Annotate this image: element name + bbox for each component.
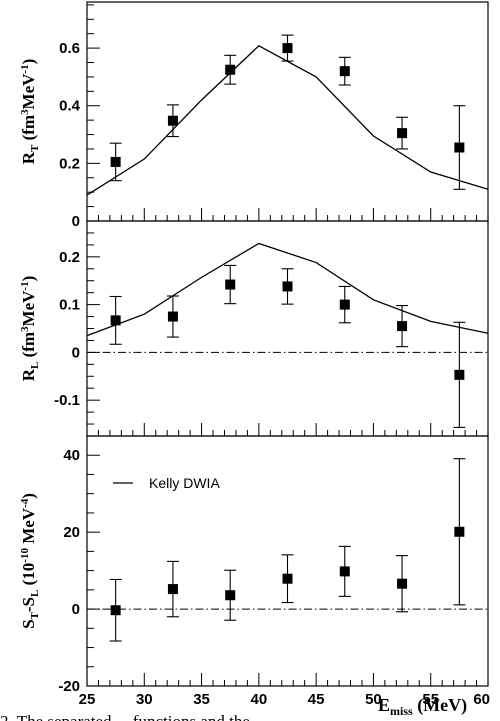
panel-top: 0 0.2 0.4 0.6 RT (fm3MeV-1): [19, 1, 489, 230]
x-tick-label: 45: [308, 691, 325, 708]
legend: Kelly DWIA: [113, 475, 220, 491]
y-axis-title-unit: ): [19, 59, 38, 65]
y-tick-label: 0.2: [59, 155, 80, 172]
data-point: [110, 156, 121, 167]
y-tick-label: -0.1: [54, 392, 80, 409]
data-point: [454, 526, 465, 537]
data-point: [397, 321, 408, 332]
panel-middle: -0.1 0 0.1 0.2 RL (fm3MeV-1): [19, 220, 489, 437]
y-axis-title-main: R: [19, 151, 38, 164]
data-point: [339, 299, 350, 310]
x-tick-label: 60: [473, 691, 490, 708]
y-axis-title-unit: MeV: [19, 290, 38, 327]
y-tick-label: 40: [63, 447, 80, 464]
legend-label: Kelly DWIA: [149, 475, 220, 491]
panel-frame: [86, 435, 489, 687]
data-point: [339, 66, 350, 77]
y-tick-label: 0: [72, 344, 80, 361]
y-axis-title-unit: ): [19, 493, 38, 499]
y-axis-title: RT (fm3MeV-1): [19, 59, 41, 165]
data-point: [454, 369, 465, 380]
y-tick-label: 20: [63, 524, 80, 541]
y-axis-title-unit-sup: -4: [19, 498, 31, 508]
dwia-curve: [86, 242, 489, 337]
data-point: [110, 315, 121, 326]
x-axis-title-sub: miss: [390, 704, 413, 718]
data-point: [167, 584, 178, 595]
y-axis-title-unit: ): [19, 276, 38, 282]
panels: 00.20.40.6RT (fm3MeV-1)-0.100.10.2RL (fm…: [19, 1, 489, 695]
data-point: [454, 142, 465, 153]
x-tick-label: 25: [79, 691, 96, 708]
x-tick-label: 55: [422, 691, 439, 708]
y-axis-title-sub: L: [29, 362, 41, 369]
y-axis-title-unit: (10: [19, 563, 38, 590]
x-tick-label: 35: [193, 691, 210, 708]
x-tick-label: 40: [251, 691, 268, 708]
data-point: [397, 128, 408, 139]
y-axis-title-unit: (fm: [19, 332, 38, 362]
y-tick-label: -20: [58, 678, 80, 695]
data-point: [225, 590, 236, 601]
y-tick-label: 0.6: [59, 40, 80, 57]
y-axis-title: RL (fm3MeV-1): [19, 276, 41, 382]
y-axis-title-unit: MeV: [19, 507, 38, 548]
y-axis-title-main: S: [19, 619, 38, 628]
x-tick-label: 30: [136, 691, 153, 708]
caption-fragment: 2. The separated ... functions and the: [0, 712, 250, 721]
y-axis-title-sub: T: [29, 611, 41, 619]
x-tick-labels: 25 30 35 40 45 50 55 60: [79, 691, 490, 708]
y-axis-title-unit-sup: -1: [19, 281, 31, 290]
y-axis-title-unit-sup: -10: [19, 548, 31, 563]
dwia-curve: [86, 45, 489, 196]
data-point: [339, 566, 350, 577]
data-point: [397, 578, 408, 589]
data-point: [167, 311, 178, 322]
y-axis-title-sub2: L: [29, 590, 41, 597]
x-axis-title-main: E: [378, 695, 390, 715]
data-point: [282, 281, 293, 292]
y-tick-label: 0: [72, 213, 80, 230]
data-point: [282, 43, 293, 54]
y-axis-title-unit-sup: 3: [19, 109, 31, 115]
y-axis-title-unit-sup: -1: [19, 64, 31, 73]
x-axis-title-unit: (MeV): [413, 695, 467, 716]
y-axis-title-unit: (fm: [19, 115, 38, 145]
y-tick-label: 0.1: [59, 297, 80, 314]
x-tick-label: 50: [365, 691, 382, 708]
data-point: [282, 573, 293, 584]
data-point: [167, 115, 178, 126]
y-tick-label: 0.2: [59, 249, 80, 266]
x-axis-title: Emiss (MeV): [378, 695, 467, 718]
y-axis-title-unit-sup: 3: [19, 326, 31, 332]
y-axis-title: ST-SL (10-10 MeV-4): [19, 493, 41, 629]
y-axis-title-unit: MeV: [19, 73, 38, 110]
data-point: [225, 279, 236, 290]
data-point: [110, 605, 121, 616]
y-tick-label: 0.4: [59, 98, 81, 115]
y-axis-title-sub: T: [29, 144, 41, 152]
y-axis-title-main: R: [19, 368, 38, 381]
panel-bottom: -20 0 20 40 ST-SL (10-10 MeV-4): [19, 435, 489, 695]
y-tick-label: 0: [72, 601, 80, 618]
data-point: [225, 64, 236, 75]
y-axis-title-mid: -S: [19, 597, 38, 612]
